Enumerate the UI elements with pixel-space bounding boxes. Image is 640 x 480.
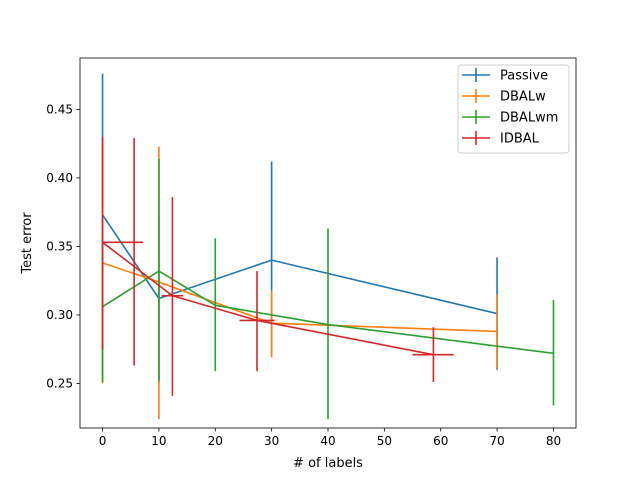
legend-entry-passive: Passive (462, 68, 548, 84)
x-axis-label: # of labels (293, 456, 363, 471)
legend-label: Passive (500, 69, 548, 84)
y-tick-label: 0.45 (46, 102, 73, 116)
x-tick-label: 50 (377, 434, 392, 448)
x-tick-label: 40 (320, 434, 335, 448)
legend-entry-dbalw: DBALw (462, 89, 546, 105)
legend-label: DBALwm (500, 111, 558, 126)
x-tick-label: 60 (433, 434, 448, 448)
legend-label: DBALw (500, 90, 546, 105)
series-idbal (101, 136, 454, 396)
legend-label: IDBAL (500, 132, 540, 147)
y-axis: 0.25 0.30 0.35 0.40 0.45 (46, 102, 80, 390)
legend-entry-idbal: IDBAL (462, 131, 540, 147)
x-tick-label: 0 (99, 434, 107, 448)
series-line-idbal (102, 241, 434, 356)
y-tick-label: 0.25 (46, 376, 73, 390)
x-tick-label: 20 (208, 434, 223, 448)
x-tick-label: 10 (151, 434, 166, 448)
y-axis-label: Test error (20, 212, 35, 275)
legend-entry-dbalwm: DBALwm (462, 110, 558, 126)
x-axis: 0 10 20 30 40 50 60 70 80 (99, 428, 561, 448)
legend-box (457, 64, 570, 154)
y-tick-label: 0.35 (46, 239, 73, 253)
series-layer (101, 73, 555, 420)
legend: Passive DBALw DBALwm IDBAL (457, 64, 570, 154)
y-tick-label: 0.30 (46, 308, 73, 322)
x-tick-label: 80 (546, 434, 561, 448)
x-tick-label: 70 (489, 434, 504, 448)
y-tick-label: 0.40 (46, 171, 73, 185)
x-tick-label: 30 (264, 434, 279, 448)
